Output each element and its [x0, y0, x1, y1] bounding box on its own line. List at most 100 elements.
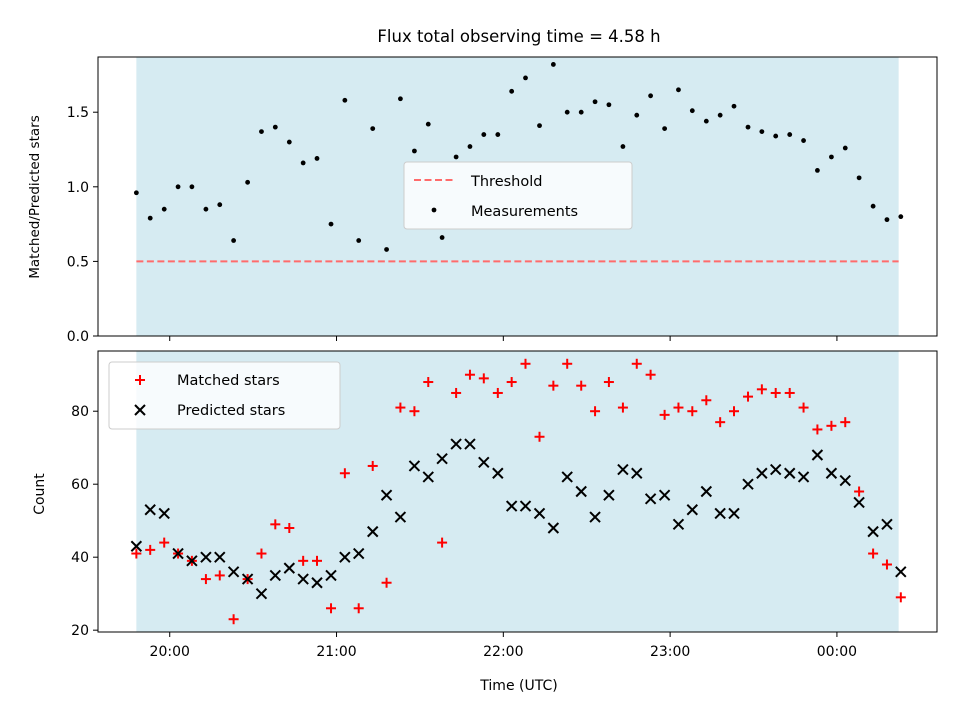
matched-star-point: [353, 603, 364, 614]
cross-stroke: [200, 551, 212, 563]
measurement-point: [731, 103, 737, 109]
predicted-star-point: [561, 471, 573, 483]
cross-stroke: [631, 467, 643, 479]
predicted-star-point: [519, 500, 532, 512]
measurement-point: [829, 154, 834, 160]
matched-star-point: [145, 544, 156, 555]
legend-matched-label: Matched stars: [177, 373, 280, 389]
cross-stroke: [533, 507, 546, 520]
measurement-point: [203, 206, 209, 212]
cross-stroke: [269, 569, 282, 582]
predicted-star-point: [186, 555, 198, 567]
measurement-point: [384, 247, 389, 252]
predicted-star-point: [867, 525, 879, 538]
cross-stroke: [547, 522, 560, 534]
measurement-point: [676, 87, 681, 93]
x-tick-label: 23:00: [650, 644, 690, 660]
matched-star-point: [451, 387, 462, 398]
legend-matched-swatch: [135, 375, 145, 385]
measurement-point: [870, 203, 876, 209]
x-axis-label: Time (UTC): [479, 678, 557, 694]
cross-stroke: [839, 474, 851, 487]
predicted-star-point: [464, 438, 476, 450]
predicted-star-point: [478, 456, 490, 469]
matched-star-point: [131, 548, 142, 559]
matched-star-point: [645, 369, 656, 380]
cross-stroke: [825, 467, 838, 479]
cross-stroke: [325, 569, 337, 582]
cross-stroke: [742, 478, 754, 490]
legend-predicted-label: Predicted stars: [177, 403, 285, 419]
matched-star-point: [381, 577, 392, 588]
cross-stroke: [797, 471, 810, 483]
bottom-y-axis-label: Count: [32, 473, 48, 515]
predicted-star-point: [130, 540, 143, 552]
cross-stroke: [172, 547, 184, 560]
matched-star-point: [256, 548, 267, 559]
matched-star-point: [437, 537, 448, 548]
cross-stroke: [297, 573, 309, 585]
legend-threshold-label: Threshold: [470, 174, 542, 190]
x-tick-label: 00:00: [817, 644, 857, 660]
matched-star-point: [826, 420, 837, 431]
measurement-point: [286, 139, 292, 145]
cross-stroke: [700, 485, 713, 498]
measurement-point: [884, 217, 890, 223]
legend-x-marker: [134, 404, 146, 416]
measurement-point: [467, 144, 473, 149]
matched-star-point: [534, 431, 545, 442]
matched-star-point: [367, 460, 378, 471]
measurement-point: [245, 179, 251, 185]
matched-star-point: [715, 417, 726, 428]
predicted-star-point: [700, 485, 713, 498]
cross-stroke: [617, 463, 629, 476]
predicted-star-point: [394, 511, 407, 523]
cross-stroke: [464, 438, 476, 450]
measurement-point: [300, 160, 306, 166]
measurement-point: [842, 145, 848, 151]
measurement-point: [175, 184, 181, 190]
cross-stroke: [130, 540, 143, 552]
cross-stroke: [728, 507, 740, 520]
matched-star-point: [270, 519, 281, 530]
matched-star-point: [729, 406, 740, 417]
cross-stroke: [589, 511, 601, 523]
count-panel: 20 40 60 80 20:00 21:00 22:00 23:00 00:00 Time …: [32, 350, 938, 694]
cross-stroke: [561, 471, 573, 483]
predicted-star-point: [283, 562, 296, 574]
predicted-star-point: [227, 566, 240, 578]
predicted-star-point: [436, 452, 448, 465]
matched-star-point: [339, 468, 350, 479]
predicted-star-point: [325, 569, 337, 582]
predicted-star-point: [742, 478, 754, 490]
predicted-star-point: [144, 504, 156, 516]
cross-stroke: [353, 547, 365, 560]
legend-measurements-label: Measurements: [471, 204, 578, 220]
predicted-star-point: [533, 507, 546, 520]
measurement-point: [133, 190, 139, 196]
matched-star-point: [298, 555, 309, 566]
predicted-star-point: [214, 551, 226, 563]
predicted-star-point: [241, 573, 254, 585]
predicted-star-point: [367, 525, 379, 538]
matched-star-point: [798, 402, 809, 413]
matched-star-point: [617, 402, 628, 413]
cross-stroke: [186, 555, 198, 567]
predicted-star-point: [589, 511, 601, 523]
measurement-point: [231, 238, 237, 243]
x-tick-label: 21:00: [316, 644, 356, 660]
x-tick-label: 20:00: [150, 644, 190, 660]
predicted-star-point: [728, 507, 740, 520]
predicted-star-point: [811, 449, 824, 461]
predicted-star-point: [839, 474, 851, 487]
predicted-star-point: [617, 463, 629, 476]
cross-stroke: [311, 577, 323, 589]
predicted-star-point: [505, 500, 518, 512]
y-tick-label: 1.0: [67, 180, 89, 196]
predicted-star-point: [492, 467, 504, 479]
matched-star-point: [687, 406, 698, 417]
measurement-point: [662, 126, 668, 132]
matched-star-point: [312, 555, 323, 566]
matched-star-point: [228, 614, 239, 625]
predicted-star-point: [825, 467, 838, 479]
